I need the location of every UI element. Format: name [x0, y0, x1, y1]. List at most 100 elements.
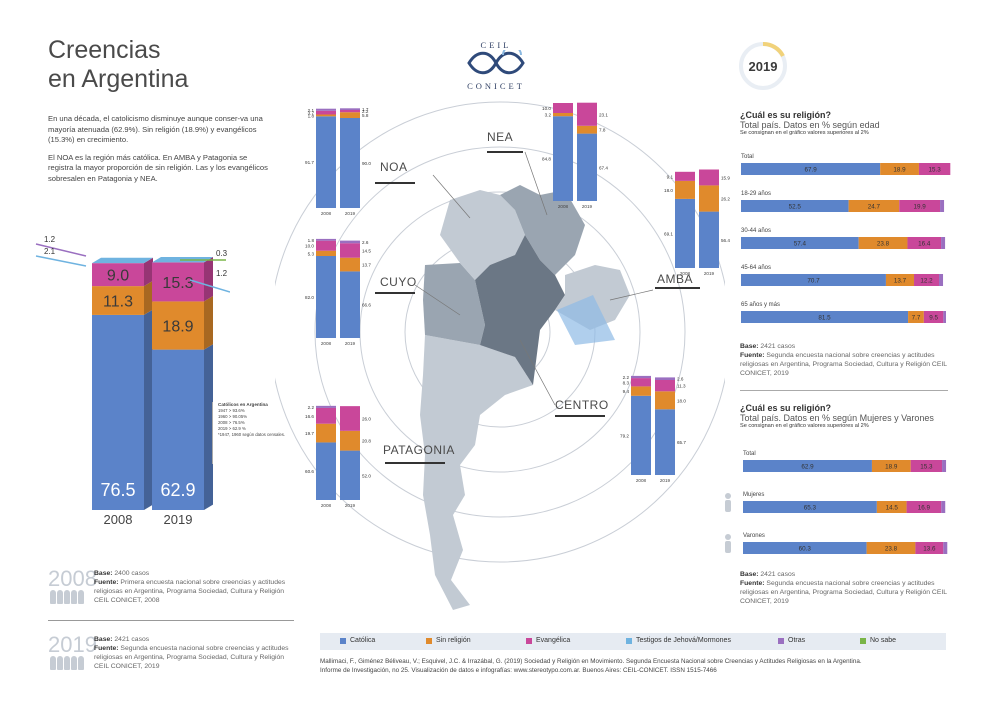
mini-year-label: 2019: [345, 503, 356, 508]
age-horizontal-chart: Total 67.9 18.9 15.3 18-29 años 52.5 24.7 19.9 3…: [741, 154, 951, 323]
mini-bar-segment: [316, 405, 336, 408]
base-label: Base:: [740, 571, 759, 578]
hbar-value: 9.5: [929, 315, 938, 322]
hbar-value: 13.7: [894, 278, 907, 285]
hbar-value: 70.7: [807, 278, 820, 285]
bar-segment: [92, 263, 144, 287]
side-leader-line: [189, 279, 230, 293]
category-label: Total: [743, 451, 756, 457]
mini-bar-value: 9.1: [667, 174, 674, 179]
hbar-remainder: [943, 311, 946, 323]
person-icon: [57, 590, 63, 604]
gender-chart-title: ¿Cuál es su religión?: [740, 403, 832, 413]
hbar-segment: [918, 163, 951, 175]
hbar-value: 24.7: [868, 204, 881, 211]
person-icon: [64, 590, 70, 604]
hbar-segment: [741, 274, 886, 286]
side-leader-line: [35, 255, 87, 267]
mini-bar-segment: [340, 112, 360, 118]
fuente-value: Primera encuesta nacional sobre creencia…: [94, 579, 286, 604]
logo-top-text: CEIL: [480, 40, 512, 50]
base-value: 2421 casos: [758, 343, 796, 350]
hbar-value: 12.2: [920, 278, 933, 285]
hbar-value: 19.9: [914, 204, 927, 211]
category-label: 65 años y más: [741, 302, 780, 308]
hbar-remainder: [943, 542, 948, 554]
historic-note-line: 2019 > 62.9 %: [218, 426, 246, 431]
bar-segment: [92, 314, 144, 510]
base-2008-text: Base: 2400 casos Fuente: Primera encuest…: [94, 569, 299, 605]
mini-bar-segment: [577, 133, 597, 201]
legend-item: Otras: [778, 637, 805, 644]
bar-value-label: 62.9: [160, 480, 195, 500]
hbar-value: 18.9: [885, 464, 898, 471]
legend-item: Testigos de Jehová/Mormones: [626, 637, 731, 644]
hbar-segment: [906, 501, 942, 513]
mini-bar-segment: [675, 171, 695, 181]
hbar-remainder: [941, 237, 946, 249]
mini-bar-segment: [316, 442, 336, 500]
divider: [48, 620, 294, 621]
bar-segment: [92, 286, 144, 315]
mini-bar-segment: [340, 243, 360, 258]
base-value: 2400 casos: [112, 570, 150, 577]
year-axis-label: 2008: [104, 512, 133, 527]
mini-bar-value: 2.2: [623, 375, 630, 380]
mini-year-label: 2008: [321, 503, 332, 508]
mini-bar-value: 19.7: [305, 431, 314, 436]
age-chart-header: ¿Cuál es su religión? Total país. Datos …: [740, 110, 950, 136]
hbar-segment: [743, 542, 867, 554]
mini-bar-value: 3.7: [308, 111, 315, 116]
hbar-remainder: [941, 501, 946, 513]
mini-bar-value: 2.6: [677, 377, 684, 382]
legend-item: Sin religión: [426, 637, 471, 644]
mini-bar-value: 9.4: [623, 389, 630, 394]
mini-bar-segment: [699, 169, 719, 186]
mini-bar-value: 56.4: [721, 238, 730, 243]
person-icon: [50, 590, 56, 604]
mini-bar-value: 1.8: [308, 238, 315, 243]
fuente-label: Fuente:: [94, 579, 119, 586]
hbar-segment: [885, 274, 915, 286]
bar-value-label: 76.5: [100, 480, 135, 500]
person-icon: [57, 656, 63, 670]
mini-bar-segment: [340, 430, 360, 451]
legend-swatch: [340, 637, 346, 644]
bar-segment-side: [204, 296, 213, 350]
category-label: 30-44 años: [741, 228, 771, 234]
category-label: 18-29 años: [741, 191, 771, 197]
region-label-centro: CENTRO: [555, 398, 609, 412]
side-value-label: 0.3: [216, 249, 228, 258]
mini-bar-segment: [316, 250, 336, 256]
historic-note-line: 2008 > 76.5%: [218, 420, 245, 425]
amba-highlight: [557, 295, 615, 345]
base-year-2019: 2019: [48, 632, 97, 657]
side-value-label: 1.2: [44, 235, 56, 244]
mini-bar-segment: [316, 256, 336, 338]
mini-bar-value: 5.3: [308, 251, 315, 256]
hbar-value: 67.9: [804, 167, 817, 174]
bar-segment: [152, 301, 204, 350]
mini-year-label: 2019: [345, 341, 356, 346]
historic-note-line: 1960 > 90.05%: [218, 414, 248, 419]
mini-bar-value: 26.0: [362, 416, 371, 421]
mini-year-label: 2019: [660, 478, 671, 483]
bar-value-label: 18.9: [162, 319, 193, 336]
fuente-label: Fuente:: [94, 645, 119, 652]
base-value: 2421 casos: [758, 571, 796, 578]
hbar-value: 65.3: [804, 505, 817, 512]
legend-swatch: [526, 637, 532, 644]
person-icon: [725, 493, 731, 499]
hbar-value: 7.7: [912, 315, 921, 322]
hbar-segment: [914, 274, 940, 286]
historic-note: Católicos en Argentina 1947 > 93.6% 1960…: [212, 402, 288, 464]
mini-bar-segment: [699, 211, 719, 268]
hbar-segment: [741, 200, 849, 212]
hbar-segment: [743, 501, 877, 513]
mini-bar-segment: [316, 114, 336, 117]
historic-note-line: *1947, 1960 según datos censales.: [218, 432, 286, 437]
mini-bar-value: 5.8: [362, 113, 369, 118]
base-value: 2421 casos: [112, 636, 150, 643]
gender-base: Base: 2421 casos Fuente: Segunda encuest…: [740, 570, 950, 606]
mini-bar-segment: [675, 180, 695, 199]
